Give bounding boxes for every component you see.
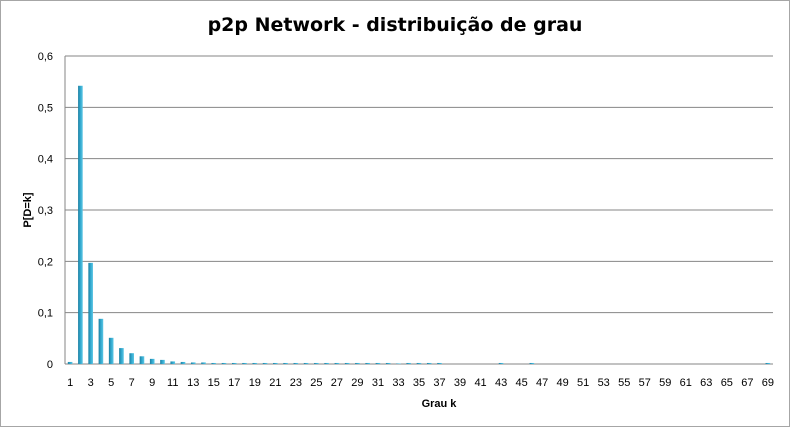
x-tick-label: 49 [557,377,569,389]
x-tick-label: 17 [228,377,240,389]
x-tick-label: 47 [536,377,548,389]
bar [375,362,381,364]
y-tick-label: 0,6 [38,51,53,63]
bar [170,361,176,364]
x-tick-label: 63 [700,377,712,389]
x-tick-label: 13 [187,377,199,389]
x-tick-label: 7 [129,377,135,389]
x-tick-label: 65 [721,377,733,389]
x-tick-label: 1 [67,377,73,389]
bar [211,362,217,364]
bar [149,358,155,364]
bar [437,362,442,364]
x-tick-label: 59 [659,377,671,389]
x-tick-label: 55 [618,377,630,389]
bar [139,356,145,364]
bar [396,363,401,364]
x-tick-label: 53 [598,377,610,389]
bar [324,362,329,364]
bar [498,362,504,364]
x-tick-label: 35 [413,377,425,389]
bar [334,362,340,364]
bar [765,362,771,364]
bar [88,262,93,364]
bar [273,362,278,364]
x-tick-label: 37 [433,377,445,389]
x-tick-label: 45 [515,377,527,389]
x-tick-label: 19 [249,377,261,389]
bar [252,362,258,364]
x-tick-label: 57 [639,377,651,389]
bar [314,362,319,364]
bar [190,362,196,364]
x-tick-label: 33 [392,377,404,389]
bar [108,337,114,364]
bar [365,362,371,364]
bar [262,362,268,364]
x-tick-label: 61 [680,377,692,389]
bar [242,362,247,364]
bar [119,348,124,364]
x-tick-label: 3 [88,377,94,389]
x-tick-label: 23 [290,377,302,389]
x-tick-label: 69 [762,377,774,389]
chart-title: p2p Network - distribuição de grau [207,14,583,36]
bar [385,362,391,364]
y-tick-label: 0,1 [38,308,53,320]
x-tick-label: 27 [331,377,343,389]
x-tick-label: 11 [167,377,178,389]
y-tick-label: 0,4 [38,154,53,166]
bar [303,362,309,364]
x-tick-label: 67 [741,377,753,389]
y-tick-label: 0,3 [38,205,53,217]
x-tick-label: 5 [108,377,114,389]
x-tick-label: 39 [454,377,466,389]
bar [221,362,227,364]
bar [231,362,237,364]
y-tick-label: 0,5 [38,102,53,114]
bar [283,362,288,364]
x-tick-label: 21 [269,377,281,389]
bar [344,362,350,364]
bar [416,362,422,364]
bar [355,362,360,364]
x-tick-label: 31 [372,377,384,389]
bar [529,362,535,364]
y-axis-title: P[D=k] [22,192,34,227]
x-tick-label: 41 [474,377,486,389]
bar [180,361,186,364]
bar [426,362,432,364]
x-tick-label: 9 [149,377,155,389]
x-tick-label: 15 [208,377,220,389]
bar [201,362,206,364]
y-tick-label: 0,2 [38,256,53,268]
bar [98,318,104,364]
x-tick-label: 29 [351,377,363,389]
bar [160,359,165,364]
y-tick-label: 0 [47,359,53,371]
x-tick-label: 25 [310,377,322,389]
x-tick-label: 43 [495,377,507,389]
bar [406,362,412,364]
bar [129,353,135,364]
bar [293,362,299,364]
x-tick-label: 51 [577,377,589,389]
bar [67,361,73,364]
bar [78,85,83,365]
x-axis-title: Grau k [422,398,458,410]
